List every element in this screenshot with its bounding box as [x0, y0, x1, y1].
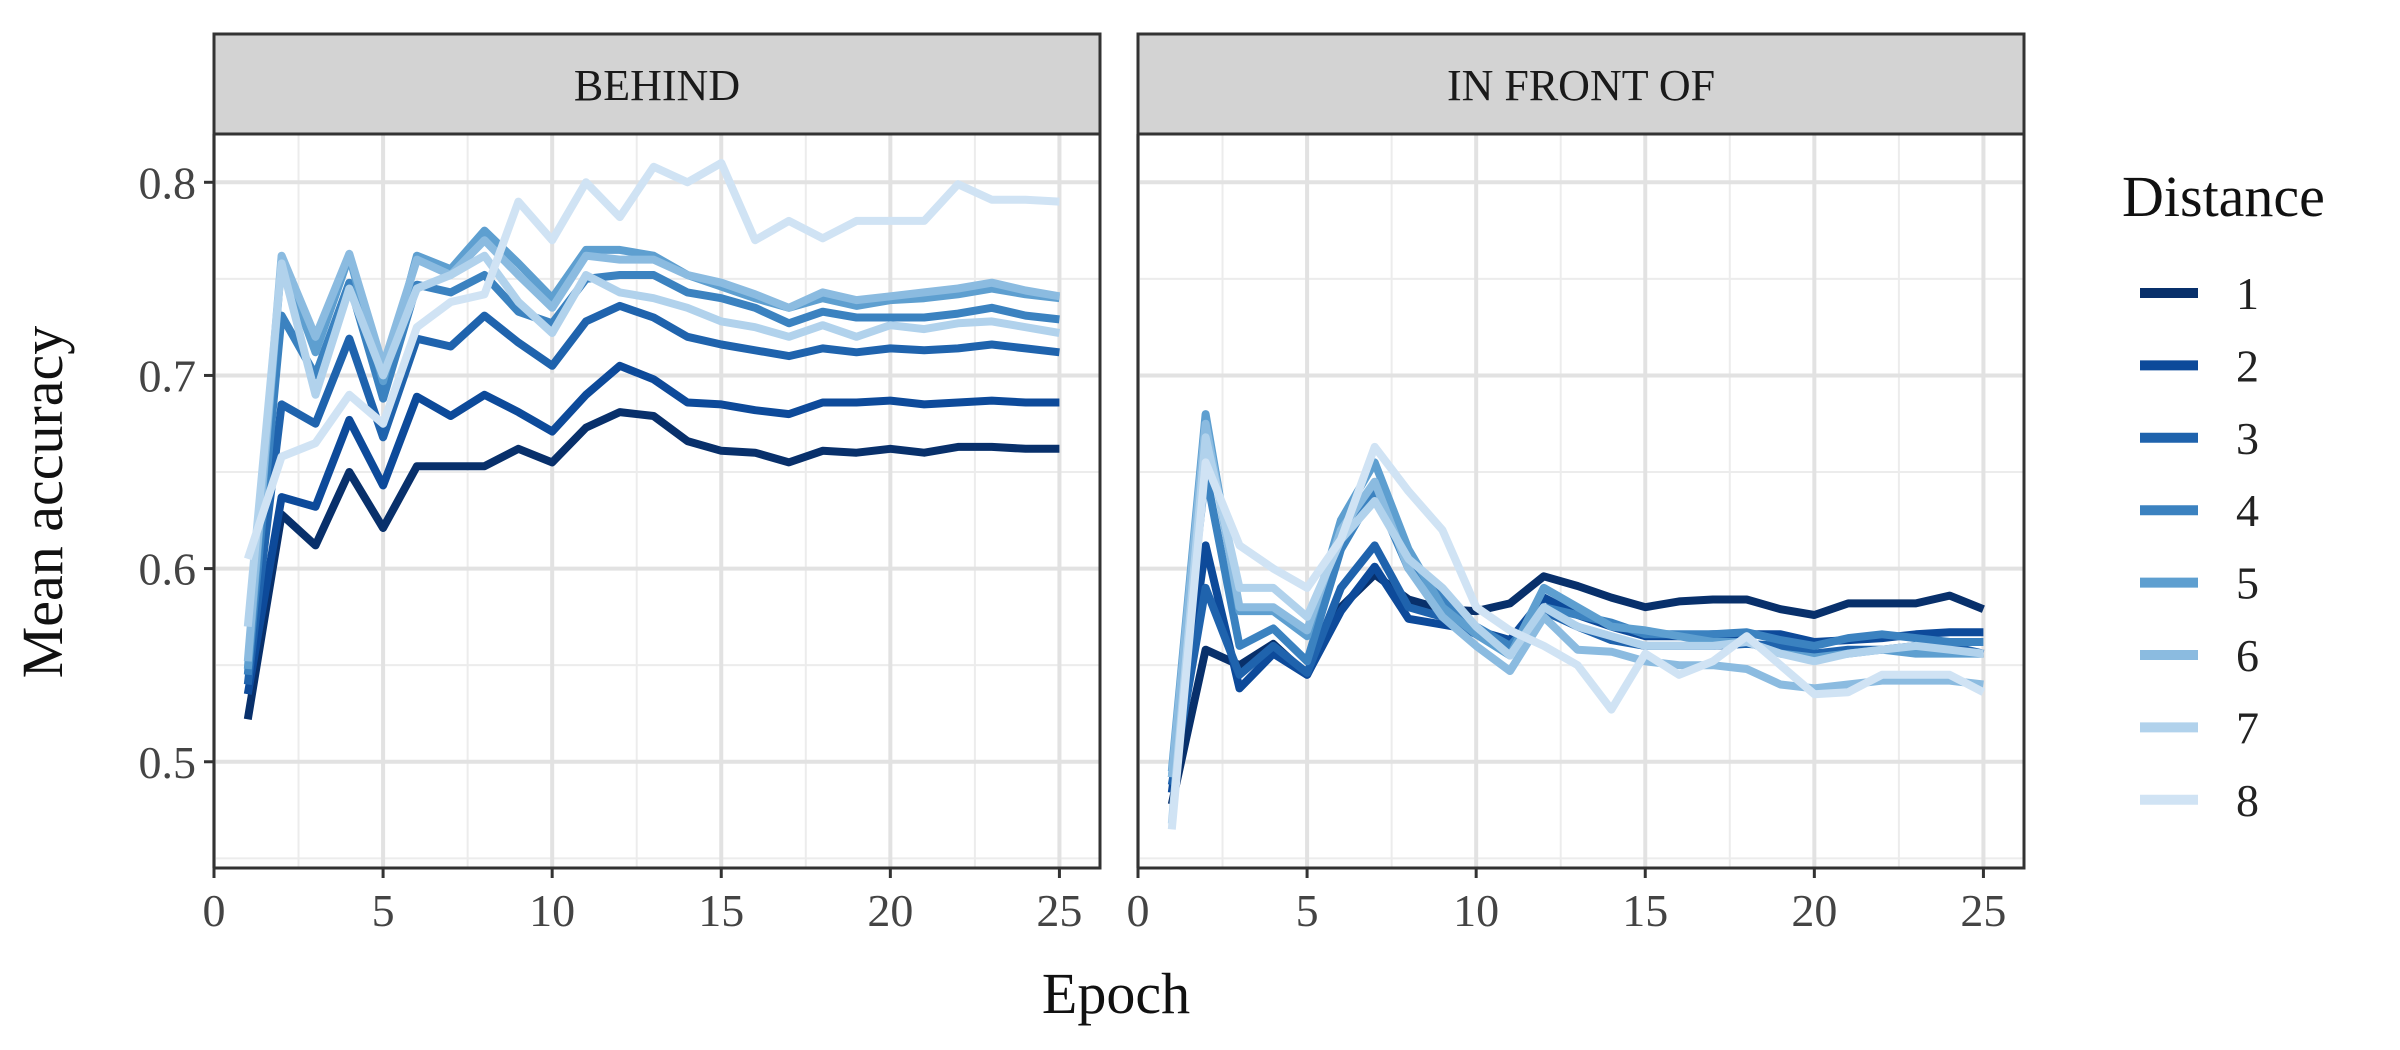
y-axis-title: Mean accuracy: [10, 326, 75, 679]
series-line-distance-8: [1167, 442, 1986, 830]
x-tick-label: 5: [372, 885, 395, 936]
x-tick-label: 10: [529, 885, 575, 936]
x-tick-label: 25: [1960, 885, 2006, 936]
series-line-distance-6: [1167, 419, 1984, 778]
series-line-distance-2: [243, 361, 1060, 695]
x-tick-label: 15: [1622, 885, 1668, 936]
y-tick-label: 0.6: [139, 544, 197, 595]
legend-label-2: 2: [2236, 340, 2259, 391]
x-tick-label: 0: [203, 885, 226, 936]
facet-strip: [1136, 32, 2026, 136]
legend-label-5: 5: [2236, 558, 2259, 609]
plot-background: [214, 134, 1100, 868]
x-tick-label: 0: [1127, 885, 1150, 936]
x-axis-title: Epoch: [1042, 961, 1190, 1026]
legend-label-6: 6: [2236, 630, 2259, 681]
legend: Distance 1 2 3 4 5 6 7 8: [2122, 164, 2325, 826]
legend-label-8: 8: [2236, 775, 2259, 826]
series-line-distance-8: [244, 159, 1060, 561]
panels: BEHIND 0 5 10 15 20 25 0.5 0.6 0.7 0.8 IN FRONT OF 0…: [139, 32, 2026, 936]
x-tick-label: 10: [1453, 885, 1499, 936]
x-tick-label: 15: [698, 885, 744, 936]
y-tick-label: 0.7: [139, 350, 197, 401]
series-line-distance-4: [1167, 468, 1984, 778]
series-line-distance-4: [243, 271, 1060, 676]
legend-label-3: 3: [2236, 413, 2259, 464]
y-tick-label: 0.8: [139, 157, 197, 208]
series-line-distance-3: [243, 301, 1060, 685]
plot-background: [1138, 134, 2024, 868]
x-tick-label: 25: [1036, 885, 1082, 936]
legend-label-7: 7: [2236, 702, 2259, 753]
panel-in-front-of: IN FRONT OF 0 5 10 15 20 25: [1127, 32, 2026, 936]
facet-strip-label: BEHIND: [574, 61, 740, 110]
series-line-distance-7: [1167, 433, 1984, 824]
facet-strip-label: IN FRONT OF: [1447, 61, 1715, 110]
legend-label-4: 4: [2236, 485, 2259, 536]
panel-behind: BEHIND 0 5 10 15 20 25 0.5 0.6 0.7 0.8: [139, 32, 1102, 936]
legend-title: Distance: [2122, 164, 2325, 229]
y-tick-label: 0.5: [139, 737, 197, 788]
legend-label-1: 1: [2236, 268, 2259, 319]
series-line-distance-1: [243, 408, 1060, 720]
series-line-distance-7: [243, 251, 1061, 627]
x-tick-label: 5: [1296, 885, 1319, 936]
x-tick-label: 20: [1791, 885, 1837, 936]
x-tick-label: 20: [867, 885, 913, 936]
facet-strip: [212, 32, 1102, 136]
